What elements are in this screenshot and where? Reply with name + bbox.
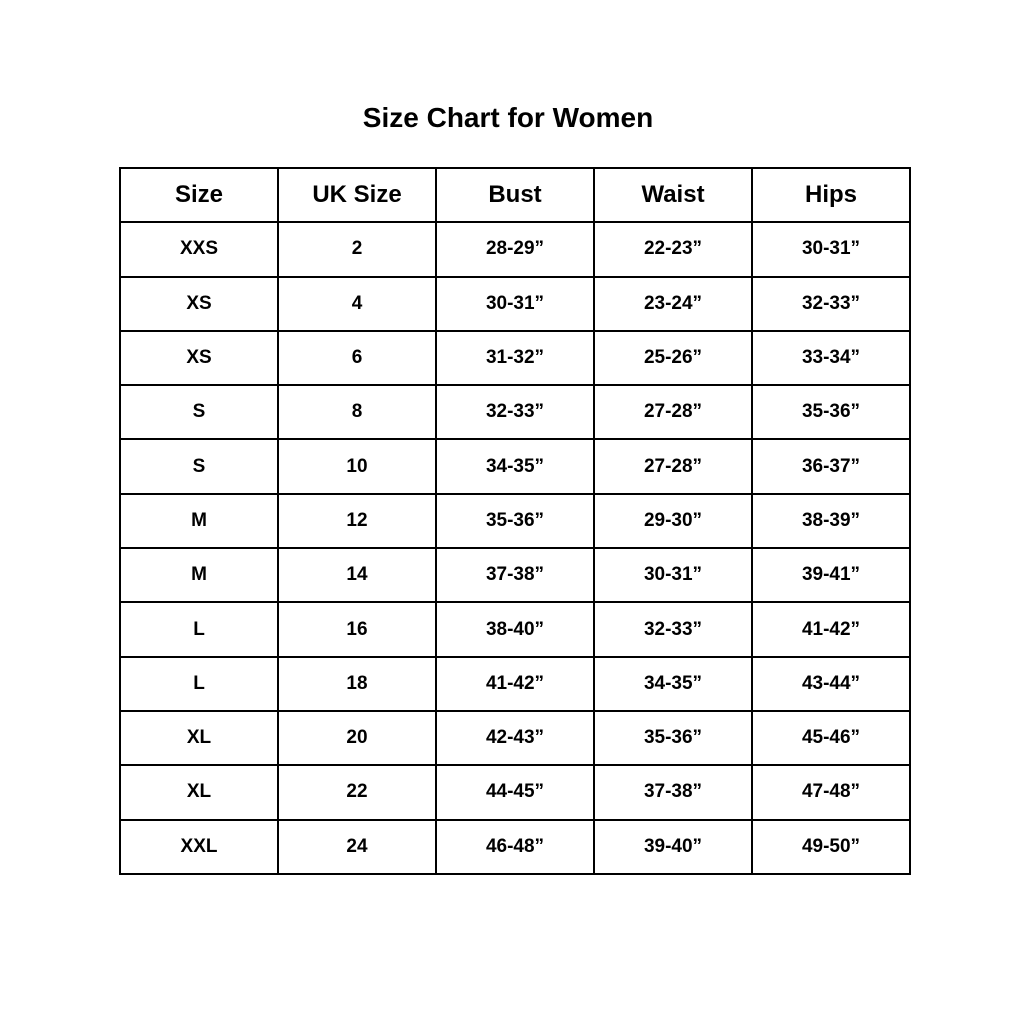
- waist-cell: 39-40”: [593, 818, 753, 875]
- bust-cell: 38-40”: [435, 601, 595, 658]
- bust-cell: 35-36”: [435, 492, 595, 550]
- table-row: M 12 35-36” 29-30” 38-39”: [119, 492, 911, 550]
- hips-cell: 36-37”: [751, 438, 911, 495]
- hips-cell: 41-42”: [751, 601, 911, 658]
- table-row: XXS 2 28-29” 22-23” 30-31”: [119, 221, 911, 278]
- size-cell: S: [119, 438, 279, 495]
- hips-cell: 39-41”: [751, 547, 911, 604]
- waist-cell: 32-33”: [593, 601, 753, 658]
- waist-cell: 29-30”: [593, 492, 753, 550]
- waist-cell: 37-38”: [593, 764, 753, 821]
- uk-size-cell: 12: [277, 492, 437, 550]
- table-row: XL 20 42-43” 35-36” 45-46”: [119, 709, 911, 767]
- uk-size-cell: 6: [277, 329, 437, 387]
- uk-size-cell: 18: [277, 655, 437, 712]
- hips-cell: 30-31”: [751, 221, 911, 278]
- hips-cell: 35-36”: [751, 384, 911, 441]
- uk-size-cell: 14: [277, 547, 437, 604]
- waist-cell: 23-24”: [593, 275, 753, 332]
- waist-cell: 27-28”: [593, 384, 753, 441]
- bust-cell: 44-45”: [435, 764, 595, 821]
- size-cell: M: [119, 547, 279, 604]
- bust-cell: 30-31”: [435, 275, 595, 332]
- table-row: XS 6 31-32” 25-26” 33-34”: [119, 329, 911, 387]
- table-row: M 14 37-38” 30-31” 39-41”: [119, 547, 911, 604]
- bust-cell: 28-29”: [435, 221, 595, 278]
- size-cell: XL: [119, 709, 279, 767]
- table-row: L 18 41-42” 34-35” 43-44”: [119, 655, 911, 712]
- header-uk-size: UK Size: [277, 166, 437, 224]
- table-body: XXS 2 28-29” 22-23” 30-31” XS 4 30-31” 23-24” 32-…: [119, 221, 911, 875]
- bust-cell: 31-32”: [435, 329, 595, 387]
- uk-size-cell: 24: [277, 818, 437, 875]
- size-cell: XL: [119, 764, 279, 821]
- size-cell: M: [119, 492, 279, 550]
- bust-cell: 41-42”: [435, 655, 595, 712]
- bust-cell: 32-33”: [435, 384, 595, 441]
- bust-cell: 37-38”: [435, 547, 595, 604]
- hips-cell: 32-33”: [751, 275, 911, 332]
- size-cell: XS: [119, 329, 279, 387]
- hips-cell: 45-46”: [751, 709, 911, 767]
- size-cell: S: [119, 384, 279, 441]
- header-size: Size: [119, 166, 279, 224]
- hips-cell: 33-34”: [751, 329, 911, 387]
- uk-size-cell: 2: [277, 221, 437, 278]
- size-cell: L: [119, 655, 279, 712]
- table-row: XL 22 44-45” 37-38” 47-48”: [119, 764, 911, 821]
- uk-size-cell: 22: [277, 764, 437, 821]
- bust-cell: 46-48”: [435, 818, 595, 875]
- waist-cell: 34-35”: [593, 655, 753, 712]
- hips-cell: 43-44”: [751, 655, 911, 712]
- uk-size-cell: 8: [277, 384, 437, 441]
- waist-cell: 27-28”: [593, 438, 753, 495]
- bust-cell: 34-35”: [435, 438, 595, 495]
- size-cell: L: [119, 601, 279, 658]
- bust-cell: 42-43”: [435, 709, 595, 767]
- size-cell: XS: [119, 275, 279, 332]
- table-row: XS 4 30-31” 23-24” 32-33”: [119, 275, 911, 332]
- hips-cell: 49-50”: [751, 818, 911, 875]
- waist-cell: 35-36”: [593, 709, 753, 767]
- page-title: Size Chart for Women: [362, 102, 654, 133]
- uk-size-cell: 20: [277, 709, 437, 767]
- header-hips: Hips: [751, 166, 911, 224]
- table-row: S 10 34-35” 27-28” 36-37”: [119, 438, 911, 495]
- header-waist: Waist: [593, 166, 753, 224]
- uk-size-cell: 4: [277, 275, 437, 332]
- hips-cell: 47-48”: [751, 764, 911, 821]
- waist-cell: 30-31”: [593, 547, 753, 604]
- hips-cell: 38-39”: [751, 492, 911, 550]
- uk-size-cell: 16: [277, 601, 437, 658]
- size-chart-table: Size UK Size Bust Waist Hips XXS 2 28-29” 2…: [119, 166, 911, 875]
- uk-size-cell: 10: [277, 438, 437, 495]
- header-bust: Bust: [435, 166, 595, 224]
- table-row: XXL 24 46-48” 39-40” 49-50”: [119, 818, 911, 875]
- table-row: S 8 32-33” 27-28” 35-36”: [119, 384, 911, 441]
- table-row: L 16 38-40” 32-33” 41-42”: [119, 601, 911, 658]
- waist-cell: 25-26”: [593, 329, 753, 387]
- size-cell: XXS: [119, 221, 279, 278]
- table-header-row: Size UK Size Bust Waist Hips: [119, 166, 911, 224]
- waist-cell: 22-23”: [593, 221, 753, 278]
- size-cell: XXL: [119, 818, 279, 875]
